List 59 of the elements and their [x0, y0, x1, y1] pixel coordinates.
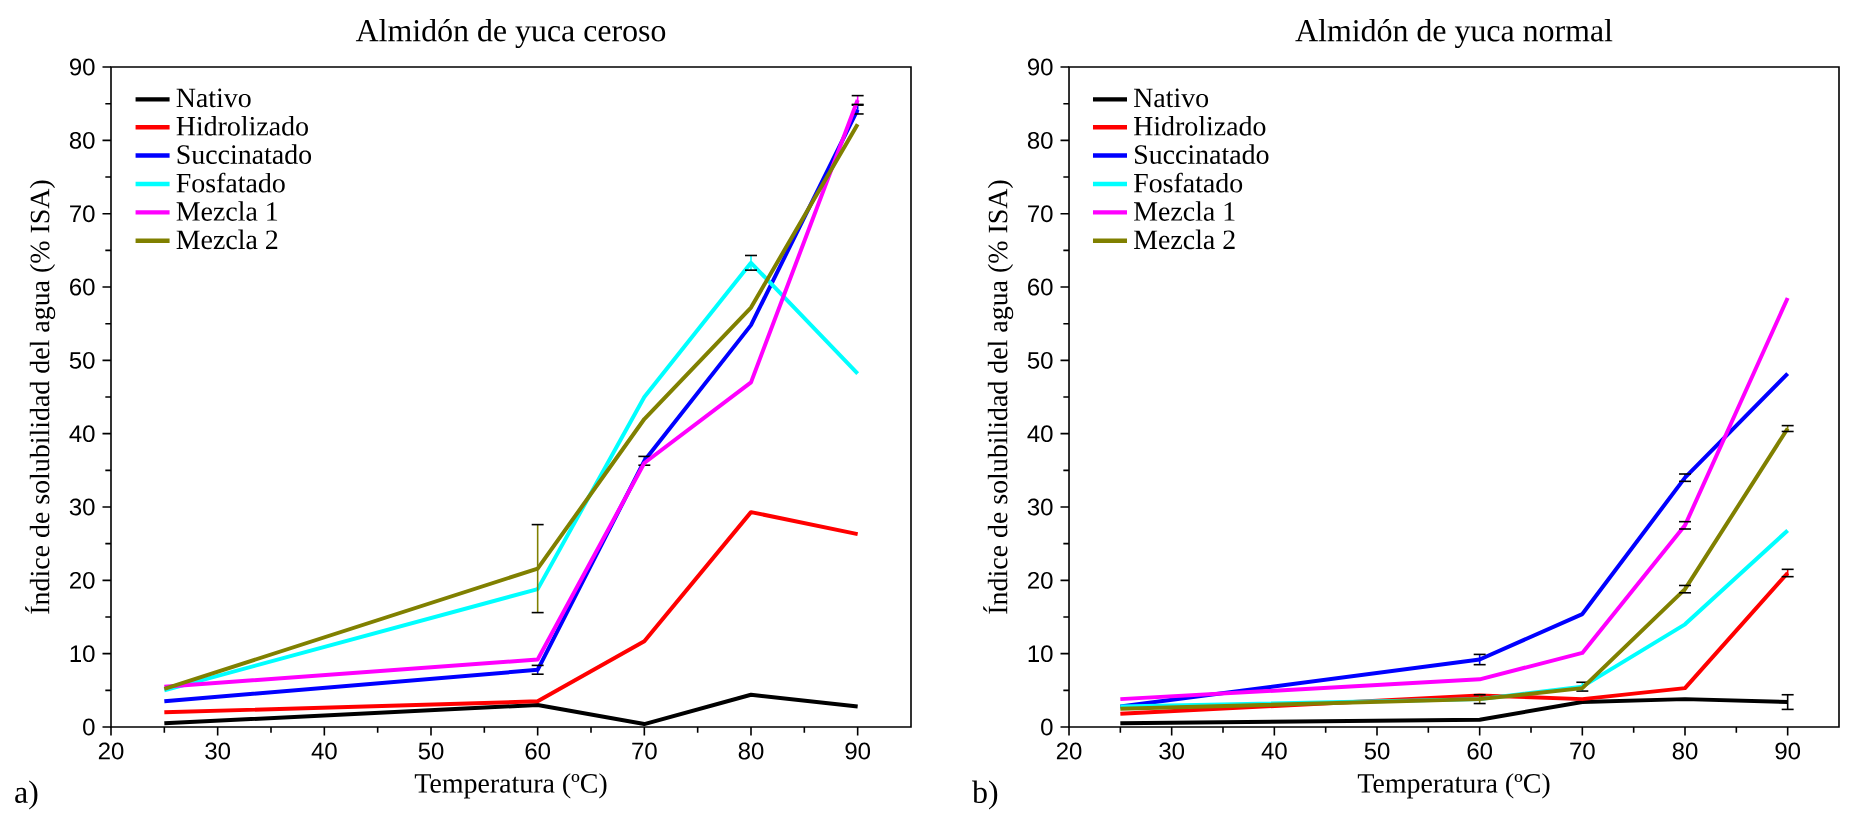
- x-tick-label: 70: [1570, 742, 1595, 760]
- y-tick-label: 30: [1027, 498, 1053, 516]
- y-tick-label: 90: [69, 58, 95, 76]
- legend-label: Mezcla 1: [176, 201, 278, 221]
- y-tick-label: 10: [1028, 645, 1053, 663]
- legend-label: Succinatado: [1135, 144, 1269, 164]
- legend-label: Mezcla 2: [176, 229, 278, 250]
- text: b): [972, 780, 998, 810]
- y-tick-label: 80: [1027, 131, 1053, 149]
- legend-label: Fosfatado: [1133, 172, 1243, 193]
- x-tick-label: 30: [1159, 742, 1185, 760]
- legend-label: Nativo: [176, 88, 251, 108]
- x-tick-label: 50: [418, 742, 444, 760]
- line-series: [162, 510, 860, 715]
- chart-title: Almidón de yuca normal: [1295, 18, 1613, 49]
- legend-label: Mezcla 1: [1133, 201, 1235, 221]
- y-axis-title: Índice de solubilidad del agua (% ISA): [983, 180, 1014, 614]
- x-tick-label: 80: [738, 742, 764, 760]
- y-tick-label: 40: [69, 425, 95, 443]
- y-tick-label: 60: [70, 278, 95, 296]
- x-tick-label: 50: [1364, 742, 1390, 760]
- legend-label: Fosfatado: [176, 172, 285, 193]
- legend-label: Succinatado: [177, 144, 312, 164]
- x-tick-label: 20: [98, 742, 124, 760]
- y-tick-label: 60: [1028, 278, 1053, 296]
- line-series: [1118, 296, 1790, 702]
- line-series: [162, 260, 860, 693]
- y-tick-label: 70: [70, 205, 95, 223]
- x-axis-title: Temperatura (ºC): [414, 773, 607, 799]
- y-tick-label: 0: [83, 718, 95, 736]
- text: a): [15, 780, 38, 810]
- y-tick-label: 80: [69, 131, 95, 149]
- x-tick-label: 30: [205, 742, 231, 760]
- y-tick-label: 50: [1027, 351, 1053, 369]
- y-tick-label: 10: [70, 645, 95, 663]
- legend-label: Hidrolizado: [176, 116, 308, 136]
- y-tick-label: 70: [1028, 205, 1053, 223]
- legend-label: Hidrolizado: [1133, 116, 1266, 136]
- x-tick-label: 60: [525, 742, 551, 760]
- x-tick-label: 70: [632, 742, 657, 760]
- x-tick-label: 90: [1775, 742, 1801, 760]
- x-tick-label: 60: [1467, 742, 1493, 760]
- y-tick-label: 20: [1028, 571, 1053, 589]
- y-tick-label: 40: [1027, 425, 1053, 443]
- y-tick-label: 20: [70, 571, 95, 589]
- chart-title: Almidón de yuca ceroso: [355, 18, 666, 49]
- y-tick-label: 30: [69, 498, 95, 516]
- y-tick-label: 50: [69, 351, 95, 369]
- x-tick-label: 20: [1056, 742, 1082, 760]
- x-axis-title: Temperatura (ºC): [1357, 773, 1550, 799]
- y-axis-title: Índice de solubilidad del agua (% ISA): [25, 180, 56, 614]
- x-tick-label: 40: [311, 742, 337, 760]
- legend-label: Nativo: [1133, 88, 1209, 108]
- y-tick-label: 90: [1028, 58, 1053, 76]
- x-tick-label: 40: [1261, 742, 1287, 760]
- legend-label: Mezcla 2: [1133, 229, 1235, 250]
- x-tick-label: 80: [1672, 742, 1698, 760]
- y-tick-label: 0: [1041, 718, 1053, 736]
- x-tick-label: 90: [845, 742, 871, 760]
